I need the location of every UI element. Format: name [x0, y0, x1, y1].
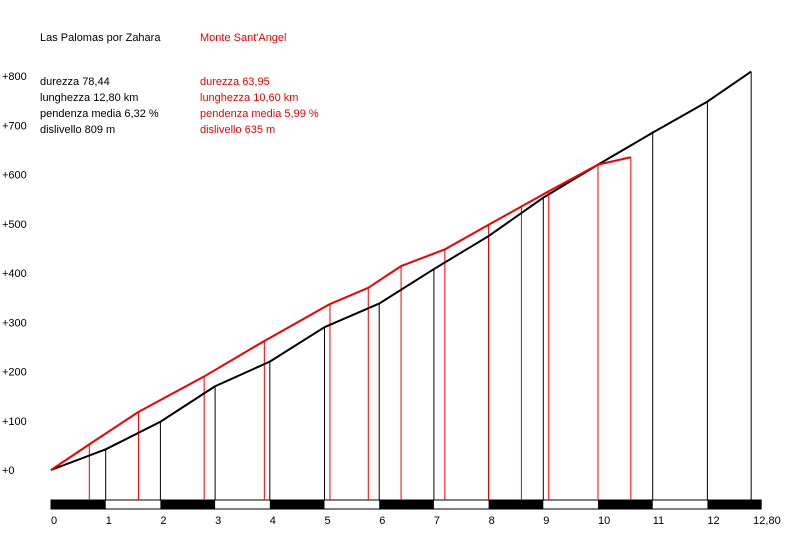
- series-stat: durezza 78,44: [40, 76, 110, 88]
- scale-bar-segment: [269, 500, 325, 509]
- scale-bar-segment: [51, 500, 106, 509]
- y-tick-label: +800: [2, 71, 27, 83]
- x-tick-label: 8: [489, 515, 495, 527]
- vertical-drop-lines: [88, 71, 752, 500]
- scale-bar-segment: [707, 500, 762, 509]
- x-tick-label: 0: [51, 515, 57, 527]
- series-stat: pendenza media 6,32 %: [40, 108, 159, 120]
- x-tick-label: 5: [325, 515, 331, 527]
- y-axis-labels: +0 +100 +200 +300 +400 +500 +600 +700 +800: [2, 71, 27, 477]
- x-tick-label: 12,80: [753, 515, 781, 527]
- las-palomas-profile-line: [50, 70, 752, 471]
- y-tick-label: +0: [2, 465, 15, 477]
- y-tick-label: +100: [2, 416, 27, 428]
- y-tick-label: +700: [2, 120, 27, 132]
- x-tick-label: 6: [379, 515, 385, 527]
- x-tick-label: 1: [106, 515, 112, 527]
- profile-lines: [50, 70, 752, 471]
- y-tick-label: +600: [2, 170, 27, 182]
- series-stat: pendenza media 5,99 %: [200, 108, 319, 120]
- series-stat: lunghezza 12,80 km: [40, 92, 138, 104]
- x-axis-labels: 0 1 2 3 4 5 6 7 8 9 10 11 12 12,80: [51, 515, 781, 527]
- y-tick-label: +400: [2, 268, 27, 280]
- series-name: Monte Sant'Angel: [200, 32, 287, 44]
- x-tick-label: 7: [434, 515, 440, 527]
- series-stat: lunghezza 10,60 km: [200, 92, 298, 104]
- legend: Las Palomas por Zahara durezza 78,44 lungh…: [40, 32, 319, 136]
- monte-sant-angel-profile-line: [50, 156, 632, 471]
- y-tick-label: +500: [2, 219, 27, 231]
- x-tick-label: 12: [707, 515, 719, 527]
- y-tick-label: +300: [2, 317, 27, 329]
- series-stat: dislivello 809 m: [40, 124, 115, 136]
- x-tick-label: 4: [270, 515, 276, 527]
- scale-bar-segment: [160, 500, 216, 509]
- scale-bar-segment: [598, 500, 653, 509]
- series-stat: dislivello 635 m: [200, 124, 275, 136]
- y-tick-label: +200: [2, 367, 27, 379]
- x-tick-label: 9: [543, 515, 549, 527]
- distance-scale-bar: [50, 499, 762, 510]
- x-tick-label: 10: [598, 515, 610, 527]
- scale-bar-segment: [488, 500, 544, 509]
- scale-bar-segment: [379, 500, 434, 509]
- x-tick-label: 2: [160, 515, 166, 527]
- series-name: Las Palomas por Zahara: [40, 32, 161, 44]
- x-tick-label: 3: [215, 515, 221, 527]
- x-tick-label: 11: [653, 515, 664, 527]
- series-stat: durezza 63,95: [200, 76, 270, 88]
